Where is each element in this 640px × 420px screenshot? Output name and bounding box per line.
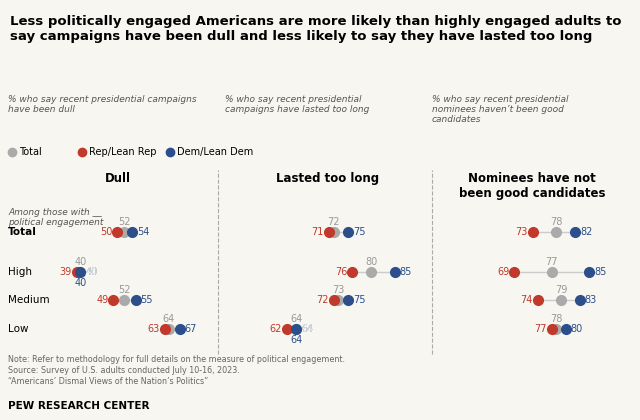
Text: 49: 49 [96, 295, 108, 305]
Text: 72: 72 [316, 295, 328, 305]
Text: 73: 73 [516, 227, 528, 237]
Text: 78: 78 [550, 217, 563, 227]
Text: “Americans’ Dismal Views of the Nation’s Politics”: “Americans’ Dismal Views of the Nation’s… [8, 377, 208, 386]
Text: Less politically engaged Americans are more likely than highly engaged adults to: Less politically engaged Americans are m… [10, 15, 621, 43]
Text: 64: 64 [163, 314, 175, 324]
Text: 63: 63 [148, 324, 160, 334]
Text: Note: Refer to methodology for full details on the measure of political engageme: Note: Refer to methodology for full deta… [8, 355, 345, 364]
Text: 64: 64 [290, 335, 302, 345]
Text: 73: 73 [332, 285, 344, 295]
Text: High: High [8, 267, 32, 277]
Text: 62: 62 [269, 324, 282, 334]
Text: % who say recent presidential campaigns
have been dull: % who say recent presidential campaigns … [8, 94, 196, 114]
Text: 77: 77 [534, 324, 547, 334]
Text: PEW RESEARCH CENTER: PEW RESEARCH CENTER [8, 401, 150, 411]
Text: 82: 82 [580, 227, 593, 237]
Text: Among those with __
political engagement: Among those with __ political engagement [8, 208, 104, 227]
Text: 75: 75 [353, 295, 365, 305]
Text: 54: 54 [137, 227, 149, 237]
Text: 64: 64 [301, 324, 314, 334]
Text: 80: 80 [571, 324, 583, 334]
Text: Dull: Dull [105, 172, 131, 185]
Text: 77: 77 [545, 257, 558, 267]
Text: Total: Total [8, 227, 37, 237]
Text: 85: 85 [594, 267, 607, 277]
Text: 76: 76 [335, 267, 348, 277]
Text: 69: 69 [497, 267, 509, 277]
Text: 71: 71 [312, 227, 324, 237]
Text: 83: 83 [585, 295, 597, 305]
Text: % who say recent presidential
nominees haven’t been good
candidates: % who say recent presidential nominees h… [432, 94, 568, 124]
Text: Nominees have not
been good candidates: Nominees have not been good candidates [459, 172, 605, 200]
Text: 40: 40 [85, 267, 98, 277]
Text: 40: 40 [74, 278, 86, 288]
Text: % who say recent presidential
campaigns have lasted too long: % who say recent presidential campaigns … [225, 94, 369, 114]
Text: Dem/Lean Dem: Dem/Lean Dem [177, 147, 253, 157]
Text: 72: 72 [328, 217, 340, 227]
Text: 79: 79 [555, 285, 567, 295]
Text: 40: 40 [74, 257, 86, 267]
Text: 52: 52 [118, 285, 131, 295]
Text: Total: Total [19, 147, 42, 157]
Text: 75: 75 [353, 227, 365, 237]
Text: Source: Survey of U.S. adults conducted July 10-16, 2023.: Source: Survey of U.S. adults conducted … [8, 366, 240, 375]
Text: Medium: Medium [8, 295, 50, 305]
Text: 85: 85 [399, 267, 412, 277]
Text: 50: 50 [100, 227, 112, 237]
Text: 40: 40 [85, 267, 98, 277]
Text: 74: 74 [520, 295, 532, 305]
Text: 64: 64 [290, 314, 302, 324]
Text: 64: 64 [301, 324, 314, 334]
Text: 52: 52 [118, 217, 131, 227]
Text: 39: 39 [60, 267, 72, 277]
Text: Lasted too long: Lasted too long [276, 172, 380, 185]
Text: Rep/Lean Rep: Rep/Lean Rep [89, 147, 157, 157]
Text: 55: 55 [141, 295, 153, 305]
Text: 67: 67 [184, 324, 197, 334]
Text: 78: 78 [550, 314, 563, 324]
Text: 80: 80 [365, 257, 377, 267]
Text: Low: Low [8, 324, 29, 334]
